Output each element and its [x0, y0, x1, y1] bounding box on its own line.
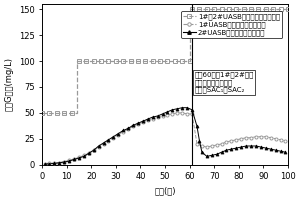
Y-axis label: 橙黄G浓度(mg/L): 橙黄G浓度(mg/L) [4, 57, 13, 111]
Legend: 1#和2#UASB反应器进水染料浓度, 1#UASB反应器出水染料浓度, 2#UASB反应器出水染料浓度: 1#和2#UASB反应器进水染料浓度, 1#UASB反应器出水染料浓度, 2#U… [181, 11, 282, 38]
X-axis label: 时间(天): 时间(天) [154, 187, 176, 196]
Text: 时间60天后1#与2#分别
投加不同类型的稻草
活性炭SAC₁和SAC₂: 时间60天后1#与2#分别 投加不同类型的稻草 活性炭SAC₁和SAC₂ [194, 71, 254, 93]
